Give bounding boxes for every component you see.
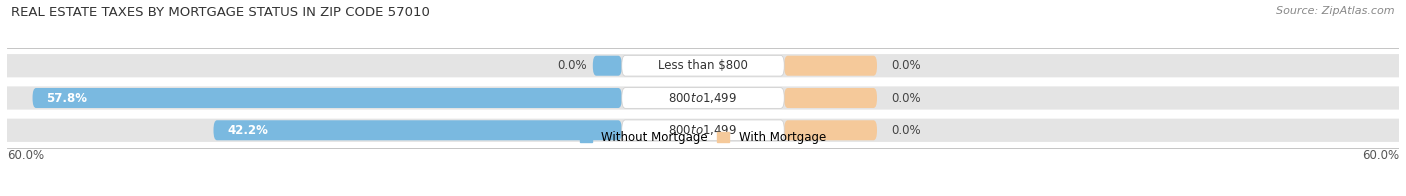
FancyBboxPatch shape <box>621 88 785 108</box>
FancyBboxPatch shape <box>785 56 877 76</box>
Legend: Without Mortgage, With Mortgage: Without Mortgage, With Mortgage <box>575 127 831 149</box>
FancyBboxPatch shape <box>32 88 621 108</box>
FancyBboxPatch shape <box>593 56 621 76</box>
Text: Source: ZipAtlas.com: Source: ZipAtlas.com <box>1277 6 1395 16</box>
Text: 0.0%: 0.0% <box>891 92 921 104</box>
Text: 0.0%: 0.0% <box>891 59 921 72</box>
Text: Less than $800: Less than $800 <box>658 59 748 72</box>
FancyBboxPatch shape <box>785 120 877 140</box>
Text: $800 to $1,499: $800 to $1,499 <box>668 91 738 105</box>
Text: 0.0%: 0.0% <box>891 124 921 137</box>
FancyBboxPatch shape <box>214 120 621 140</box>
Text: 60.0%: 60.0% <box>1362 149 1399 162</box>
FancyBboxPatch shape <box>621 120 785 141</box>
Text: REAL ESTATE TAXES BY MORTGAGE STATUS IN ZIP CODE 57010: REAL ESTATE TAXES BY MORTGAGE STATUS IN … <box>11 6 430 19</box>
FancyBboxPatch shape <box>1 54 1405 77</box>
Text: $800 to $1,499: $800 to $1,499 <box>668 123 738 137</box>
Text: 0.0%: 0.0% <box>557 59 588 72</box>
Text: 60.0%: 60.0% <box>7 149 44 162</box>
FancyBboxPatch shape <box>785 88 877 108</box>
Text: 42.2%: 42.2% <box>228 124 269 137</box>
FancyBboxPatch shape <box>621 55 785 76</box>
Text: 57.8%: 57.8% <box>46 92 87 104</box>
FancyBboxPatch shape <box>1 86 1405 110</box>
FancyBboxPatch shape <box>1 119 1405 142</box>
